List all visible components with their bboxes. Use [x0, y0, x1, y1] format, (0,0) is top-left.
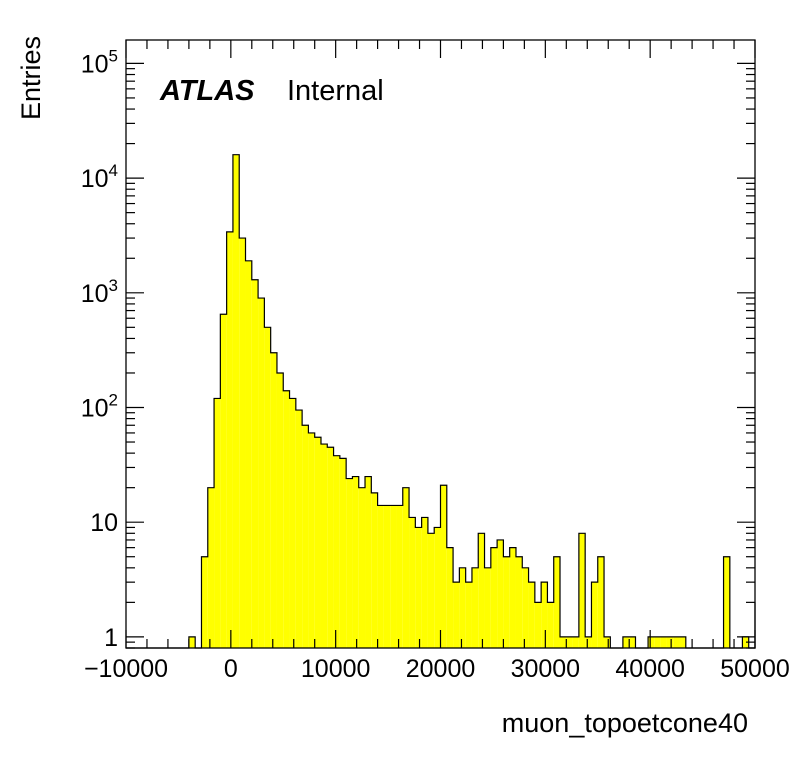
histogram-bin [654, 636, 661, 648]
histogram-bin [566, 636, 573, 648]
x-tick-label: 0 [224, 655, 238, 683]
histogram-bin [440, 485, 447, 648]
histogram-bin [415, 527, 422, 648]
histogram-bin [497, 539, 504, 648]
atlas-label: ATLAS [159, 75, 255, 107]
x-tick-label: 30000 [511, 655, 581, 683]
histogram-bin [409, 517, 416, 648]
histogram-bin [245, 260, 252, 648]
histogram-bin [239, 238, 246, 649]
x-tick-label: 50000 [720, 655, 790, 683]
y-tick-labels: 1 10 102 103 104 105 [81, 46, 118, 651]
histogram-bin [333, 455, 340, 648]
histogram-bars [188, 154, 749, 649]
histogram-bin [622, 636, 630, 648]
histogram-bin [509, 547, 516, 648]
histogram-bin [434, 527, 441, 648]
histogram-bin [264, 327, 271, 648]
y-tick-label: 105 [81, 46, 118, 78]
histogram-bin [352, 476, 359, 648]
histogram-bin [295, 410, 303, 648]
x-tick-label: −10000 [84, 655, 168, 683]
histogram-bin [553, 556, 561, 648]
histogram-bin [478, 533, 485, 648]
histogram-bin [560, 636, 567, 648]
histogram-bin [515, 556, 523, 648]
histogram-bin [585, 636, 592, 648]
histogram-bin [320, 444, 328, 648]
x-tick-label: 20000 [406, 655, 476, 683]
histogram-bin [371, 492, 378, 648]
histogram-bin [258, 298, 265, 648]
histogram-bin [383, 505, 391, 648]
histogram-bin [365, 476, 372, 648]
histogram-bin [283, 390, 290, 648]
histogram-bin [666, 636, 674, 648]
histogram-bin [604, 636, 611, 648]
histogram-bin [302, 425, 309, 648]
histogram-bin [427, 533, 435, 648]
histogram-bin [597, 556, 605, 648]
histogram-bin [232, 154, 240, 648]
y-tick-label: 1 [104, 624, 118, 652]
histogram-bin [358, 487, 366, 648]
histogram-bin [226, 231, 233, 648]
histogram-bin [459, 567, 466, 648]
histogram-bin [214, 398, 221, 648]
histogram-bin [471, 567, 479, 648]
histogram-bin [188, 636, 196, 648]
histogram-outline [126, 154, 756, 649]
histogram-bin [390, 505, 397, 648]
y-tick-label: 103 [81, 276, 118, 308]
histogram-bin [308, 432, 315, 648]
histogram-bin [402, 487, 410, 648]
x-tick-labels: −10000 0 10000 20000 30000 40000 50000 [84, 655, 790, 683]
x-tick-label: 40000 [615, 655, 685, 683]
histogram-bin [346, 478, 353, 648]
histogram-bin [503, 556, 510, 648]
histogram-bin [201, 556, 208, 648]
histogram-bin [377, 505, 384, 648]
histogram-bin [723, 556, 730, 648]
x-tick-label: 10000 [301, 655, 371, 683]
x-axis-title: muon_topoetcone40 [502, 708, 748, 738]
y-axis-title: Entries [16, 36, 46, 120]
histogram-bin [270, 352, 277, 648]
histogram-bin [314, 437, 321, 648]
histogram-bin [490, 547, 498, 648]
histogram-bin [276, 372, 284, 648]
histogram-bin [289, 398, 296, 648]
histogram-bin [251, 279, 259, 648]
histogram-bin [220, 314, 227, 648]
histogram-bin [484, 567, 491, 648]
histogram-bin [528, 582, 535, 648]
histogram-bin [465, 582, 472, 648]
histogram-bin [327, 447, 334, 648]
histogram-bin [591, 582, 598, 648]
histogram-bin [629, 636, 636, 648]
histogram-bin [396, 505, 403, 648]
histogram-bin [421, 517, 428, 648]
histogram-bin [742, 636, 749, 648]
histogram-bin [207, 487, 215, 648]
histogram-bin [453, 582, 460, 648]
histogram-bin [572, 636, 579, 648]
internal-label: Internal [287, 75, 384, 107]
histogram-bin [660, 636, 667, 648]
y-tick-label: 102 [81, 390, 118, 422]
y-tick-label: 104 [81, 161, 118, 193]
histogram-bin [648, 636, 655, 648]
histogram-bin [534, 602, 542, 648]
axis-ticks [125, 40, 756, 649]
histogram-bin [339, 458, 347, 648]
histogram-bin [541, 582, 548, 648]
histogram-bin [679, 636, 686, 648]
histogram-bin [522, 567, 529, 648]
y-tick-label: 10 [90, 509, 118, 537]
histogram-bin [547, 602, 554, 648]
histogram-bin [578, 533, 586, 648]
histogram-bin [446, 547, 454, 648]
histogram-bin [673, 636, 680, 648]
